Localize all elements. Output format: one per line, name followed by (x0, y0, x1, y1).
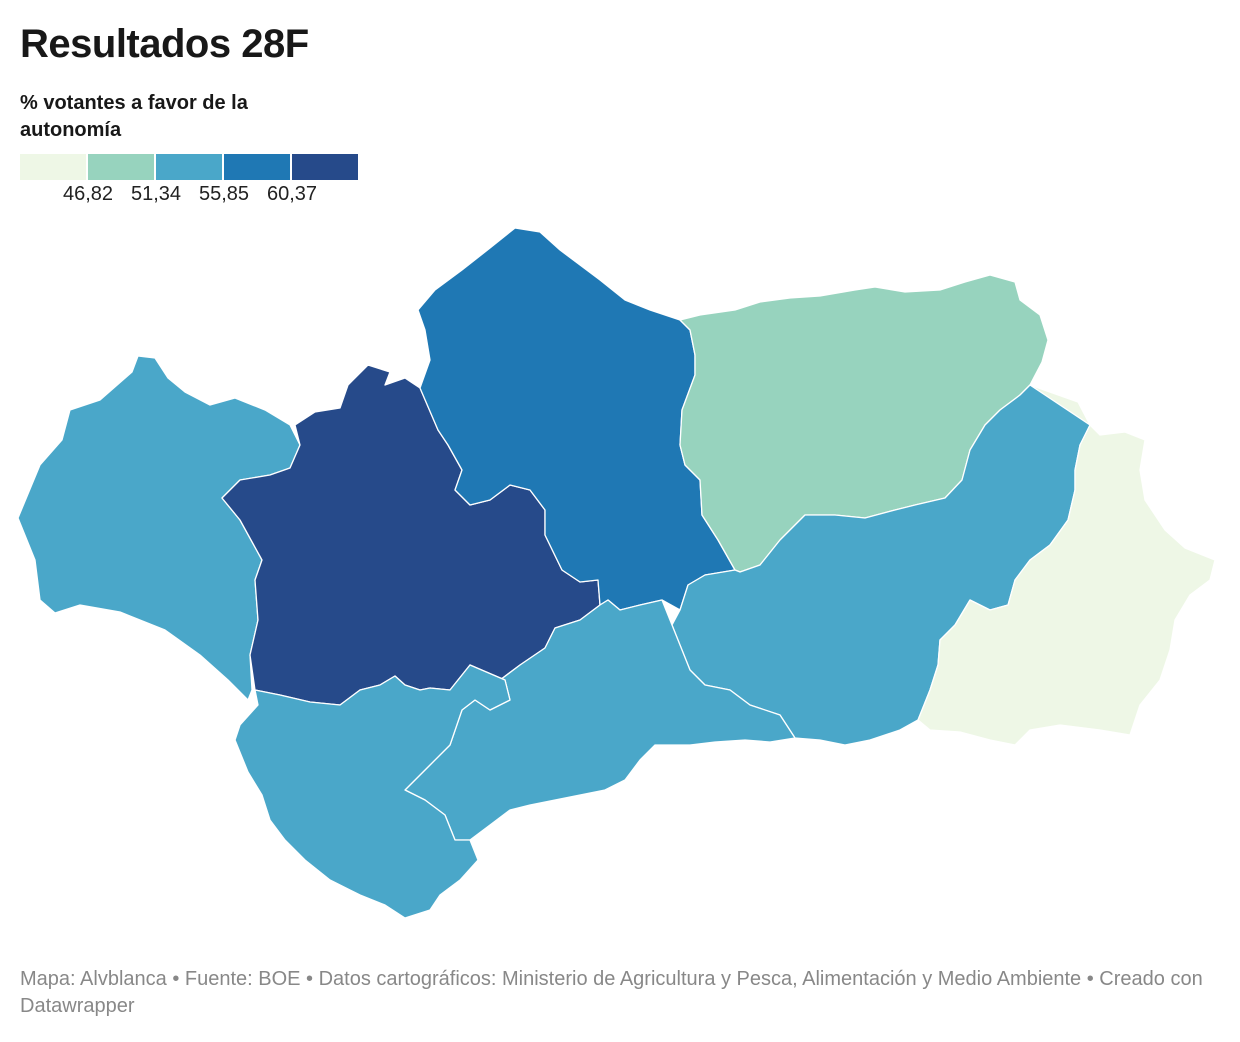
province-cadiz[interactable] (234, 664, 511, 919)
legend-swatch-2 (88, 154, 156, 180)
legend-label-3: 55,85 (198, 183, 250, 205)
legend-label-2: 51,34 (130, 183, 182, 205)
legend-swatch-1 (20, 154, 88, 180)
province-almeria[interactable] (917, 384, 1216, 746)
legend-title: % votantes a favor de la autonomía (20, 92, 248, 141)
andalucia-map (17, 227, 1216, 919)
chart-title: Resultados 28F (20, 22, 309, 66)
footer-credits: Mapa: Alvblanca • Fuente: BOE • Datos ca… (20, 968, 1203, 1017)
legend-label-4: 60,37 (266, 183, 318, 205)
legend-swatch-5 (292, 154, 358, 180)
color-legend (20, 154, 358, 180)
legend-label-1: 46,82 (62, 183, 114, 205)
legend-swatch-3 (156, 154, 224, 180)
legend-swatch-4 (224, 154, 292, 180)
